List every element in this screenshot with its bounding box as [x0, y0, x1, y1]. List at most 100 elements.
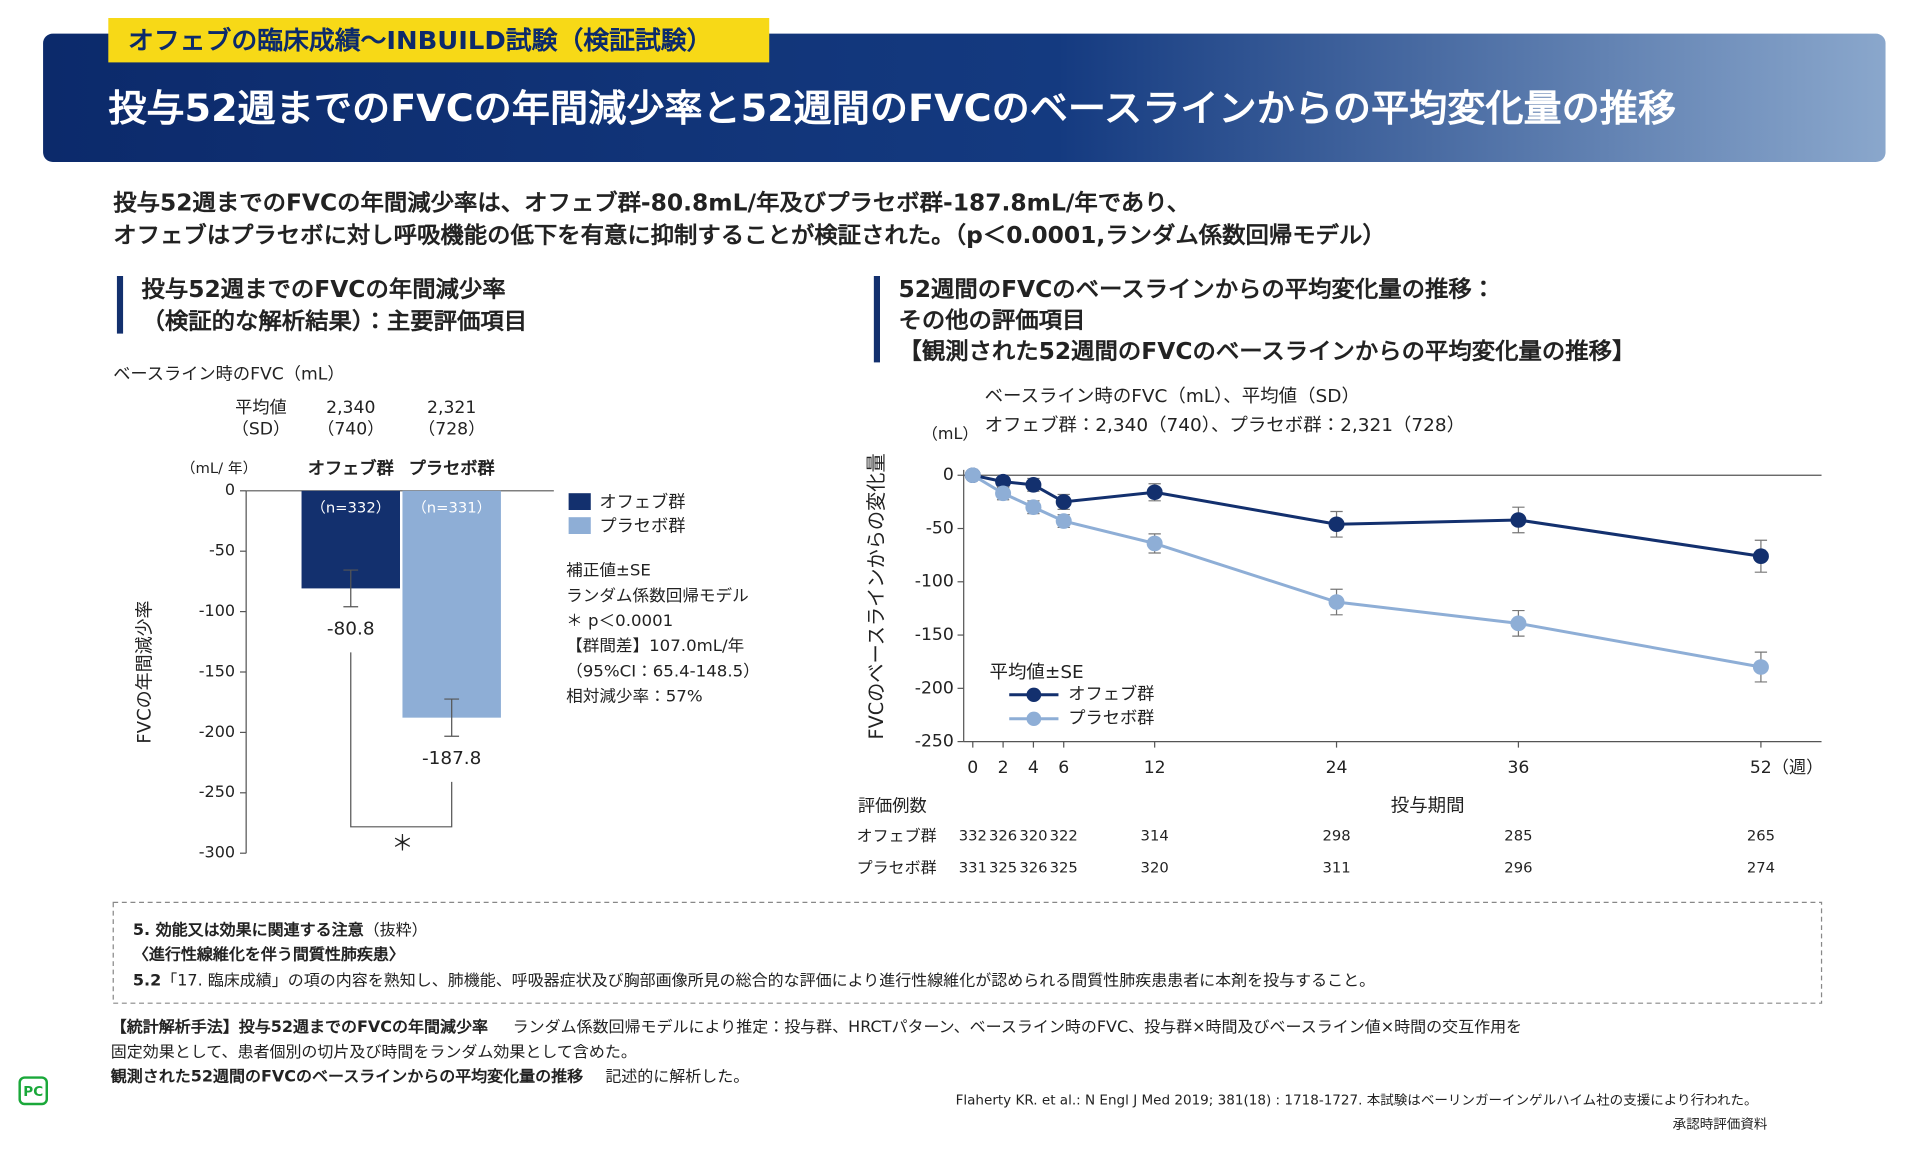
legend-label: オフェブ群: [599, 492, 685, 513]
summary: オフェブはプラセボに対し呼吸機能の低下を有意に抑制することが検証された。（p＜0…: [113, 222, 1386, 249]
y-tick-label: 0: [943, 465, 954, 485]
summary: 投与52週までのFVCの年間減少率は、オフェブ群-80.8mL/年及びプラセボ群…: [113, 190, 1190, 217]
n-label: （n=331）: [412, 500, 491, 517]
title: 投与52週までのFVCの年間減少率と52週間のFVCのベースラインからの平均変化…: [108, 86, 1676, 129]
methods-text: 記述的に解析した。: [605, 1066, 749, 1085]
citation: Flaherty KR. et al.: N Engl J Med 2019; …: [956, 1093, 1758, 1109]
n-count: 314: [1141, 828, 1169, 845]
n-count: 296: [1504, 860, 1532, 877]
x-tick-label: 36: [1507, 758, 1529, 778]
notes-heading: 5. 効能又は効果に関連する注意: [133, 920, 364, 939]
point: [995, 485, 1012, 502]
n-count: 322: [1050, 828, 1078, 845]
caption: ベースライン時のFVC（mL）、平均値（SD）: [985, 386, 1360, 407]
legend-label: プラセボ群: [1068, 709, 1154, 729]
category-label: オフェブ群: [308, 458, 394, 479]
section-heading: その他の評価項目: [898, 308, 1085, 334]
legend-label: プラセボ群: [599, 517, 685, 537]
methods: 観測された52週間のFVCのベースラインからの平均変化量の推移 記述的に解析した。: [111, 1066, 750, 1085]
item-no: 5.2: [133, 970, 161, 989]
value-label: -80.8: [327, 619, 375, 640]
significance: ＊: [391, 832, 413, 857]
n-count: 331: [959, 860, 987, 877]
baseline-sd: （728）: [418, 420, 485, 440]
legend-marker: [1026, 711, 1042, 726]
n-row-name: プラセボ群: [857, 858, 937, 877]
n-table-title: 評価例数: [858, 797, 927, 817]
legend-swatch: [568, 517, 591, 534]
tag: オフェブの臨床成績〜INBUILD試験（検証試験）: [128, 26, 712, 56]
stat-label: （SD）: [232, 420, 291, 440]
y-tick-label: -200: [915, 678, 954, 698]
x-tick-label: 4: [1028, 758, 1039, 778]
baseline-mean: 2,321: [427, 398, 476, 418]
tag-box: [108, 18, 770, 63]
bar: [402, 490, 501, 718]
y-label: FVCの年間減少率: [134, 600, 155, 743]
heading-bar: [116, 276, 124, 334]
y-tick-label: -50: [926, 519, 954, 539]
section-heading: 52週間のFVCのベースラインからの平均変化量の推移：: [898, 276, 1495, 303]
value-label: -187.8: [422, 748, 481, 769]
n-count: 320: [1141, 860, 1169, 877]
y-unit: （mL/ 年）: [181, 460, 258, 477]
y-tick-label: -150: [199, 662, 235, 681]
x-tick-label: 0: [967, 758, 978, 778]
x-tick-label: 52（週）: [1750, 758, 1824, 778]
y-tick-label: -200: [199, 722, 235, 741]
n-count: 325: [989, 860, 1017, 877]
section-heading: 【観測された52週間のFVCのベースラインからの平均変化量の推移】: [898, 338, 1635, 365]
category-label: プラセボ群: [409, 458, 495, 479]
n-count: 311: [1322, 860, 1350, 877]
y-tick-label: -150: [915, 625, 954, 645]
chart-note: ＊ p＜0.0001: [566, 611, 673, 630]
n-count: 325: [1050, 860, 1078, 877]
chart-note: ランダム係数回帰モデル: [566, 586, 749, 605]
notes-suffix: （抜粋）: [364, 920, 428, 939]
y-tick-label: -250: [915, 732, 954, 752]
logo: PC: [23, 1085, 43, 1100]
chart-note: （95%CI：65.4-148.5）: [566, 662, 760, 681]
legend-swatch: [568, 493, 591, 510]
notes-item: 5.2「17. 臨床成績」の項の内容を熟知し、肺機能、呼吸器症状及び胸部画像所見…: [133, 970, 1375, 989]
baseline-mean: 2,340: [326, 398, 375, 418]
x-tick-label: 24: [1326, 758, 1348, 778]
logo-box: [18, 1076, 48, 1106]
chart-note: 相対減少率：57%: [566, 687, 702, 706]
caption: オフェブ群：2,340（740）、プラセボ群：2,321（728）: [985, 414, 1465, 436]
x-tick-label: 2: [998, 758, 1009, 778]
notes-heading: 5. 効能又は効果に関連する注意（抜粋）: [133, 920, 428, 939]
chart-note: 補正値±SE: [566, 561, 651, 580]
point: [1752, 659, 1769, 675]
title-banner: [43, 33, 1886, 162]
chart-note: 【群間差】107.0mL/年: [566, 636, 744, 655]
point: [1146, 535, 1163, 552]
item-text: 「17. 臨床成績」の項の内容を熟知し、肺機能、呼吸器症状及び胸部画像所見の総合…: [161, 970, 1375, 989]
x-label: 投与期間: [1391, 796, 1465, 817]
legend-marker: [1026, 687, 1042, 702]
y-label: FVCのベースラインからの変化量: [865, 453, 888, 739]
n-count: 274: [1747, 860, 1775, 877]
series-line: [971, 473, 1762, 669]
n-label: （n=332）: [311, 500, 390, 517]
methods: 【統計解析手法】投与52週までのFVCの年間減少率 ランダム係数回帰モデルにより推…: [111, 1017, 1522, 1036]
error-bar: [343, 569, 359, 608]
section-heading: 投与52週までのFVCの年間減少率: [142, 276, 506, 303]
point: [964, 467, 981, 484]
point: [1752, 548, 1769, 565]
point: [1510, 615, 1527, 632]
x-tick-label: 12: [1144, 758, 1166, 778]
significance-bracket: [350, 652, 453, 828]
section-heading: （検証的な解析結果）：主要評価項目: [142, 308, 528, 335]
y-tick-label: -300: [199, 843, 235, 862]
point: [1146, 484, 1163, 501]
n-count: 326: [1019, 860, 1047, 877]
point: [1055, 494, 1072, 510]
n-count: 265: [1747, 828, 1775, 845]
point: [1328, 516, 1345, 533]
legend-label: オフェブ群: [1068, 684, 1154, 705]
legend-title: 平均値±SE: [990, 662, 1084, 683]
y-unit: （mL）: [922, 424, 978, 443]
